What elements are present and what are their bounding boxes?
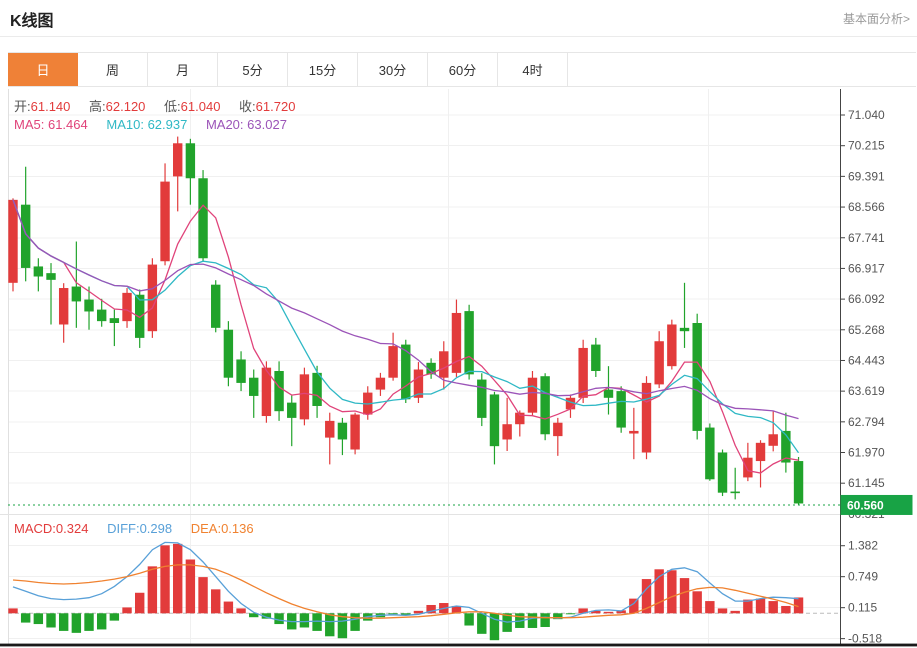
tab-30分[interactable]: 30分 [358, 53, 428, 86]
chart-bottom-border [0, 643, 917, 647]
ma20-label: MA20: [205, 117, 244, 132]
dea-line [12, 564, 799, 619]
svg-text:64.443: 64.443 [848, 353, 885, 367]
svg-text:66.092: 66.092 [848, 292, 885, 306]
axis-layer: 71.040 70.215 69.391 68.566 67.741 66.917 66.0… [0, 89, 917, 647]
tab-4时[interactable]: 4时 [498, 53, 568, 86]
svg-text:69.391: 69.391 [848, 169, 885, 183]
svg-text:0.115: 0.115 [848, 601, 877, 615]
fundamental-analysis-link[interactable]: 基本面分析> [842, 12, 910, 26]
svg-text:68.566: 68.566 [848, 200, 885, 214]
macd-label: MACD: [14, 521, 56, 536]
grid-layer [8, 89, 840, 644]
ma-legend: MA5: 61.464 MA10: 62.937 MA20: 63.027 [14, 117, 302, 132]
diff-value: 0.298 [139, 521, 173, 536]
ma20-value: 63.027 [247, 117, 287, 132]
svg-text:63.619: 63.619 [848, 384, 885, 398]
svg-text:67.741: 67.741 [848, 231, 885, 245]
ma10-label: MA10: [106, 117, 144, 132]
low-value: 61.040 [180, 99, 221, 114]
macd-value: 0.324 [55, 521, 89, 536]
svg-text:70.215: 70.215 [848, 139, 885, 153]
candles-layer [8, 136, 804, 506]
ohlc-legend: 开:61.140 高:62.120 低:61.040 收:61.720 [14, 96, 310, 115]
tab-周[interactable]: 周 [78, 53, 148, 86]
svg-text:1.382: 1.382 [848, 539, 878, 553]
svg-text:0.749: 0.749 [848, 570, 878, 584]
close-label: 收: [239, 99, 256, 114]
svg-text:62.794: 62.794 [848, 415, 885, 429]
ma10-line [12, 199, 800, 454]
dea-label: DEA: [190, 521, 222, 536]
page-header: K线图 基本面分析> [0, 0, 917, 37]
tab-15分[interactable]: 15分 [288, 53, 358, 86]
page-title: K线图 [10, 13, 54, 30]
svg-text:65.268: 65.268 [848, 323, 885, 337]
ma-lines-layer [12, 199, 800, 474]
period-tab-bar: 日周月 5分 15分 30分 60分 4时 [8, 52, 916, 87]
close-value: 61.720 [255, 99, 296, 114]
macd-legend: MACD:0.324 DIFF:0.298 DEA:0.136 [14, 521, 269, 536]
current-price-tag [840, 494, 913, 515]
tab-日[interactable]: 日 [8, 53, 78, 86]
open-label: 开: [14, 99, 31, 114]
svg-text:61.145: 61.145 [848, 476, 885, 490]
tab-5分[interactable]: 5分 [218, 53, 288, 86]
ma10-value: 62.937 [147, 117, 188, 132]
svg-text:66.917: 66.917 [848, 261, 885, 275]
diff-line [12, 541, 799, 623]
current-price-text: 60.560 [847, 498, 884, 512]
svg-text:71.040: 71.040 [848, 108, 885, 122]
ma5-value: 61.464 [47, 117, 88, 132]
ma5-line [12, 199, 799, 474]
dea-value: 0.136 [221, 521, 254, 536]
tab-月[interactable]: 月 [148, 53, 218, 86]
svg-text:61.970: 61.970 [848, 445, 885, 459]
diff-label: DIFF: [107, 521, 140, 536]
low-label: 低: [164, 99, 181, 114]
tab-60分[interactable]: 60分 [428, 53, 498, 86]
ma5-label: MA5: [14, 117, 45, 132]
macd-layer [8, 541, 840, 641]
high-value: 62.120 [105, 99, 146, 114]
open-value: 61.140 [30, 99, 71, 114]
overlay-layer: 60.560 [0, 494, 913, 515]
high-label: 高: [89, 99, 106, 114]
ma20-line [12, 199, 799, 420]
svg-text:-0.518: -0.518 [848, 632, 882, 646]
